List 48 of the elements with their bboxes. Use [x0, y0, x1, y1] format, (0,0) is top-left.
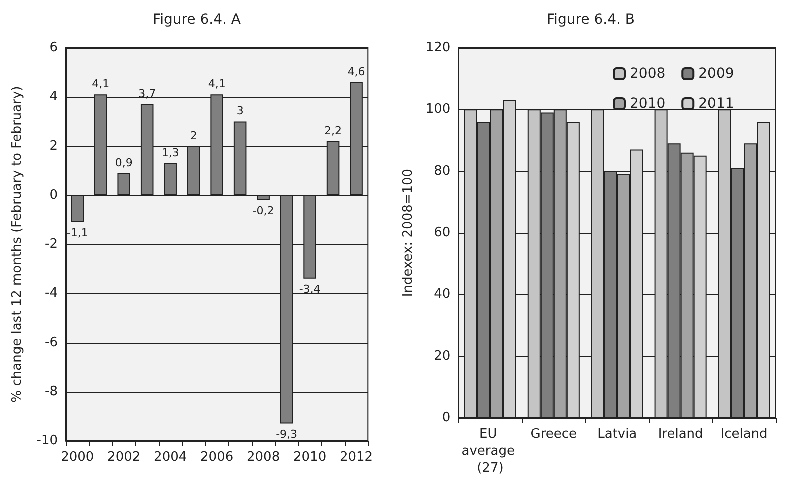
legend-label: 2010 [630, 96, 666, 112]
x-tick-label: Iceland [720, 427, 768, 442]
x-tick-label: Latvia [598, 427, 638, 442]
data-label: 4,6 [348, 65, 366, 78]
data-label: 3 [236, 104, 244, 118]
x-tick-label: 2004 [154, 450, 188, 465]
y-tick-label: -8 [45, 384, 58, 400]
x-tick-label: Greece [530, 427, 578, 442]
legend-label: 2011 [698, 96, 734, 112]
x-tick-label: 2000 [61, 450, 94, 465]
chart-title: Figure 6.4. A [153, 12, 242, 28]
y-tick-label: -4 [45, 286, 58, 302]
data-label: -0,2 [252, 204, 274, 218]
y-tick-label: 4 [50, 90, 58, 105]
y-tick-label: 0 [50, 188, 58, 203]
y-tick-label: -10 [36, 434, 58, 448]
y-tick-label: -2 [45, 237, 58, 252]
legend-label: 2009 [698, 66, 734, 82]
y-tick-label: -6 [45, 335, 58, 350]
y-tick-label: 20 [434, 348, 451, 364]
y-tick-label: 40 [434, 287, 451, 302]
data-label: 0,9 [115, 156, 133, 170]
data-label: -1,1 [66, 226, 88, 240]
x-tick-label: 2008 [247, 450, 280, 465]
y-tick-label: 120 [426, 40, 451, 56]
x-tick-label: EU average (27) [462, 427, 520, 476]
data-label: -9,3 [276, 428, 298, 441]
data-label: 1,3 [162, 146, 180, 160]
y-axis-title: Indexex: 2008=100 [401, 168, 416, 298]
data-label: 4,1 [208, 78, 226, 91]
data-label: 4,1 [92, 78, 110, 91]
y-tick-label: 2 [50, 138, 58, 154]
y-tick-label: 100 [426, 102, 451, 118]
y-tick-label: 60 [434, 226, 451, 240]
x-tick-label: 2010 [294, 450, 327, 465]
chart-title: Figure 6.4. B [547, 12, 635, 28]
y-tick-label: 80 [434, 164, 451, 179]
data-label: 2 [190, 129, 198, 142]
legend-label: 2008 [630, 66, 666, 82]
y-tick-label: 6 [50, 40, 58, 56]
x-tick-label: 2012 [340, 450, 374, 465]
y-axis-title: % change last 12 months (February to February) [10, 86, 25, 403]
data-label: 2,2 [324, 124, 342, 138]
x-tick-label: Ireland [658, 427, 704, 442]
x-tick-label: 2002 [108, 450, 141, 465]
y-tick-label: 0 [442, 410, 451, 426]
x-tick-label: 2006 [200, 450, 234, 465]
data-label: -3,4 [299, 282, 321, 296]
